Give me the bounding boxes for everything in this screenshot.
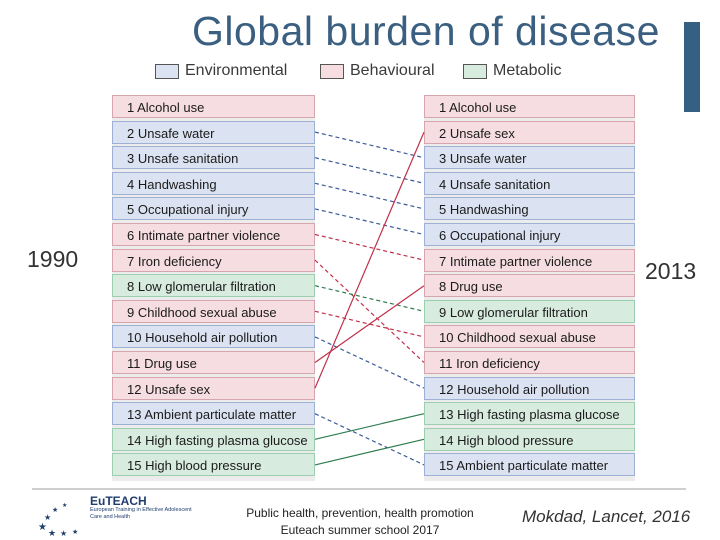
rank-link [314,285,425,363]
rank-1990-row: 2 Unsafe water [112,120,315,144]
rank-1990-row: 10 Household air pollution [112,325,315,349]
legend-label-environmental: Environmental [185,62,288,79]
rank-2013-row: 14 High blood pressure [424,427,635,451]
rank-2013-row: 1 Alcohol use [424,95,635,118]
rank-1990-row: 7 Iron deficiency [112,248,315,272]
rank-link [314,233,425,261]
rank-link [314,438,425,466]
rank-link [314,182,425,210]
rank-link [314,336,425,389]
accent-bar [684,22,700,112]
footer-line-1: Public health, prevention, health promot… [246,506,474,520]
svg-text:★: ★ [38,522,47,533]
svg-text:★: ★ [52,506,58,514]
rank-link [314,310,425,338]
slide-title: Global burden of disease [192,8,660,54]
rank-2013-row: 5 Handwashing [424,197,635,221]
logo-name: EuTEACH [90,494,147,508]
rank-2013-row: 12 Household air pollution [424,376,635,400]
legend-label-behavioural: Behavioural [350,62,435,79]
ranking-2013: 1 Alcohol use 2 Unsafe sex 3 Unsafe water 4… [424,95,635,481]
footer-text: Public health, prevention, health promot… [210,505,510,539]
rank-1990-row: 4 Handwashing [112,171,315,195]
logo-subtitle-line-1: European Training in Effective Adolescen… [90,507,192,513]
rank-1990-row: 5 Occupational injury [112,197,315,221]
legend-metabolic: Metabolic [463,62,561,80]
legend-label-metabolic: Metabolic [493,62,562,79]
footer-divider [32,488,686,490]
year-2013: 2013 [645,258,697,284]
svg-text:★: ★ [48,528,56,538]
rank-link [314,157,425,184]
rank-1990-row: 15 High blood pressure [112,453,315,477]
rank-2013-row: 13 High fasting plasma glucose [424,402,635,426]
rank-2013-row: 2 Unsafe sex [424,120,635,144]
legend-swatch-environmental [155,63,179,79]
svg-text:★: ★ [60,529,67,538]
logo-subtitle: European Training in Effective Adolescen… [90,507,192,520]
rank-1990-row: 13 Ambient particulate matter [112,402,315,426]
footer-line-2: Euteach summer school 2017 [280,523,440,537]
rank-2013-row: 6 Occupational injury [424,223,635,246]
rank-2013-row: 9 Low glomerular filtration [424,299,635,323]
rank-1990-row: 3 Unsafe sanitation [112,146,315,170]
legend-swatch-behavioural [320,63,344,79]
rank-1990-row: 12 Unsafe sex [112,376,315,400]
rank-1990-row: 9 Childhood sexual abuse [112,299,315,323]
rank-2013-row: 3 Unsafe water [424,146,635,170]
rank-2013-row: 7 Intimate partner violence [424,248,635,272]
rank-1990-row: 11 Drug use [112,351,315,374]
rank-2013-row: 11 Iron deficiency [424,351,635,374]
rank-1990-row: 6 Intimate partner violence [112,223,315,246]
rank-link [314,413,425,466]
legend-environmental: Environmental [155,62,287,80]
citation: Mokdad, Lancet, 2016 [522,507,691,526]
svg-text:★: ★ [44,513,51,522]
rank-link [314,208,425,236]
rank-link [314,413,425,440]
legend-swatch-metabolic [463,63,487,79]
rank-2013-row: 10 Childhood sexual abuse [424,325,635,349]
rank-1990-row: 14 High fasting plasma glucose [112,427,315,451]
ranking-1990: 1 Alcohol use 2 Unsafe water 3 Unsafe sani… [112,95,315,481]
stars-icon: ★ ★ ★ ★ ★ ★ ★ [38,502,78,538]
rank-2013-row: 8 Drug use [424,274,635,298]
rank-link [314,259,425,363]
rank-1990-row: 1 Alcohol use [112,95,315,118]
euteach-logo: ★ ★ ★ ★ ★ ★ ★ EuTEACH European Training … [34,494,192,538]
year-1990: 1990 [27,246,79,272]
rank-link [314,131,425,389]
svg-text:★: ★ [72,528,78,536]
svg-text:★: ★ [62,502,67,509]
rank-2013-row: 15 Ambient particulate matter [424,453,635,477]
rank-1990-row: 8 Low glomerular filtration [112,274,315,298]
rank-link [314,131,425,159]
rank-2013-row: 4 Unsafe sanitation [424,171,635,195]
rank-link [314,285,425,312]
logo-subtitle-line-2: Care and Health [90,513,131,520]
legend-behavioural: Behavioural [320,62,435,80]
